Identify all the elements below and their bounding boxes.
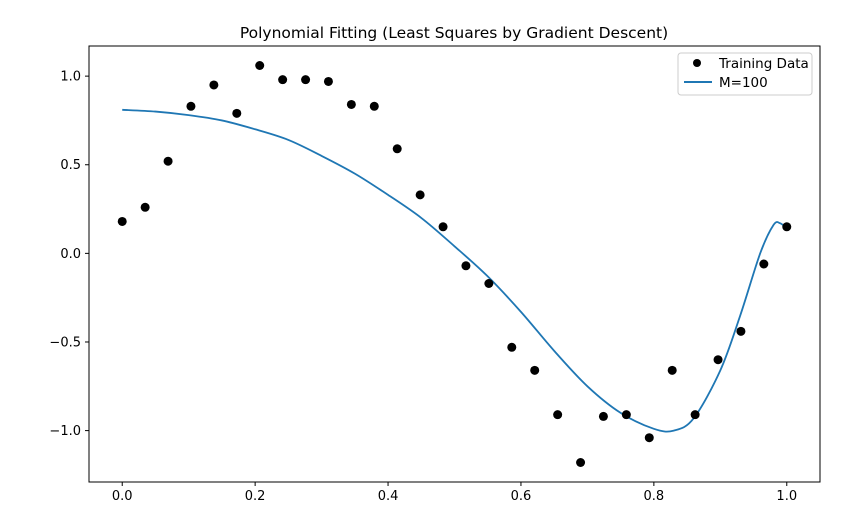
legend-label-training-data: Training Data [718,56,809,72]
y-tick-label: −0.5 [49,335,81,350]
x-tick-label: 0.2 [245,489,266,504]
training-data-point [461,261,471,271]
training-data-point [369,101,379,111]
training-data-point [621,410,631,420]
training-data-point [484,278,494,288]
x-axis: 0.0 0.2 0.4 0.6 0.8 1.0 [112,482,797,504]
training-data-point [530,365,540,375]
chart-title: Polynomial Fitting (Least Squares by Gra… [240,24,668,42]
training-data-point [576,458,586,468]
training-data-point [736,326,746,336]
training-data-point [392,144,402,154]
training-data-point [759,259,769,269]
x-tick-label: 0.4 [378,489,399,504]
legend-label-fit-line: M=100 [719,75,768,91]
training-data-point [644,433,654,443]
training-data-point [117,216,127,226]
y-tick-label: 0.5 [60,158,81,173]
training-data-point [415,190,425,200]
training-data-point [690,410,700,420]
fit-line-series [122,108,788,433]
training-data-point [553,410,563,420]
y-axis: 1.0 0.5 0.0 −0.5 −1.0 [49,70,89,439]
training-data-point [667,365,677,375]
training-data-point [598,411,608,421]
training-data-point [438,222,448,232]
training-data-point [232,108,242,118]
training-data-point [507,342,517,352]
x-tick-label: 0.6 [511,489,532,504]
y-tick-label: 0.0 [60,247,81,262]
training-data-point [323,76,333,86]
training-data-point [346,99,356,109]
y-tick-label: −1.0 [49,424,81,439]
plot-area-frame [88,45,821,483]
legend: Training Data M=100 [677,52,813,96]
training-data-point [255,60,265,70]
x-tick-label: 1.0 [776,489,797,504]
training-data-point [301,75,311,85]
legend-frame [677,52,813,96]
training-data-point [782,222,792,232]
legend-marker-training-data [693,59,701,67]
training-data-point [186,101,196,111]
training-data-point [140,202,150,212]
x-tick-label: 0.8 [644,489,665,504]
training-data-point [163,156,173,166]
training-data-series [117,60,792,468]
x-tick-label: 0.0 [112,489,133,504]
training-data-point [278,75,288,85]
training-data-point [713,355,723,365]
fit-line-path [122,108,788,433]
y-tick-label: 1.0 [60,70,81,85]
training-data-point [209,80,219,90]
